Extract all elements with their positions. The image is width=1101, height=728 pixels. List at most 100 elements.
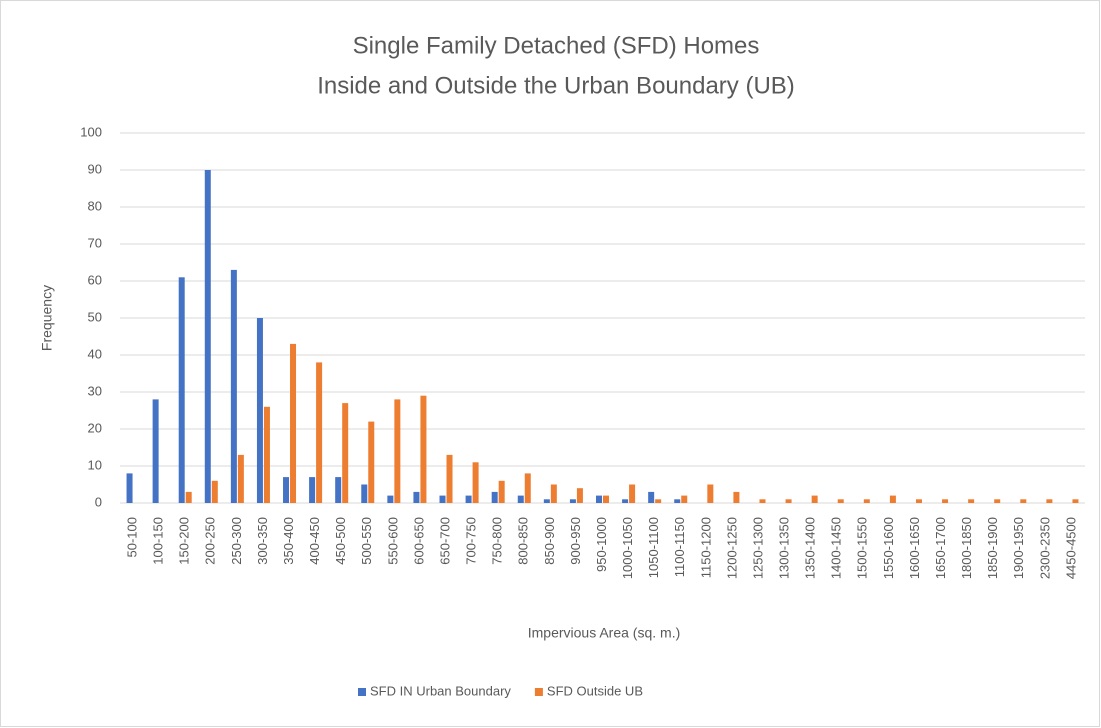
legend-swatch	[358, 688, 366, 696]
bar	[472, 462, 479, 503]
bar	[603, 495, 609, 503]
bar	[152, 399, 159, 503]
x-tick-label: 1200-1250	[724, 517, 739, 579]
bar	[420, 395, 427, 503]
chart-title: Inside and Outside the Urban Boundary (U…	[317, 72, 795, 99]
y-tick-label: 40	[88, 346, 102, 361]
x-axis-title: Impervious Area (sq. m.)	[528, 625, 681, 641]
x-tick-label: 1050-1100	[646, 517, 661, 578]
x-tick-label: 50-100	[124, 517, 139, 557]
bar	[1046, 499, 1053, 503]
x-tick-label: 4450-4500	[1063, 517, 1078, 579]
bar	[342, 403, 349, 503]
x-tick-label: 1250-1300	[750, 517, 765, 579]
bar	[1020, 499, 1027, 503]
x-tick-label: 1650-1700	[933, 517, 948, 579]
bar	[968, 499, 975, 503]
x-tick-label: 550-600	[385, 517, 400, 565]
bar	[230, 269, 237, 503]
x-tick-label: 200-250	[203, 517, 218, 565]
y-tick-label: 60	[88, 272, 102, 287]
bar	[368, 421, 375, 503]
y-tick-label: 50	[88, 309, 102, 324]
bar	[785, 499, 792, 503]
y-tick-label: 10	[88, 457, 102, 472]
x-tick-label: 750-800	[490, 517, 505, 565]
legend-label: SFD Outside UB	[547, 683, 643, 698]
x-tick-label: 650-700	[437, 517, 452, 565]
x-tick-label: 1300-1350	[777, 517, 792, 579]
bar	[733, 491, 740, 503]
bar	[256, 318, 263, 503]
y-tick-label: 70	[88, 235, 102, 250]
bar	[863, 499, 870, 503]
y-axis-title: Frequency	[39, 285, 55, 351]
x-tick-label: 150-200	[177, 517, 192, 565]
bar	[550, 484, 557, 503]
bar	[576, 488, 583, 503]
bar	[915, 499, 922, 503]
y-tick-label: 30	[88, 383, 102, 398]
x-tick-label: 1500-1550	[855, 517, 870, 579]
x-tick-label: 2300-2350	[1037, 517, 1052, 579]
x-tick-label: 400-450	[307, 517, 322, 565]
y-tick-label: 90	[88, 161, 102, 176]
x-tick-label: 250-300	[229, 517, 244, 565]
bar	[648, 491, 655, 503]
x-tick-label: 1900-1950	[1011, 517, 1026, 579]
bar	[1072, 499, 1079, 503]
bar	[596, 495, 602, 503]
y-tick-label: 20	[88, 420, 102, 435]
x-tick-label: 700-750	[464, 517, 479, 565]
bar	[178, 277, 185, 503]
bar	[498, 480, 505, 503]
bar	[126, 473, 133, 503]
bar	[811, 495, 818, 503]
bar	[681, 495, 688, 503]
x-tick-label: 100-150	[151, 517, 166, 565]
x-tick-label: 1150-1200	[698, 517, 713, 578]
bar	[446, 454, 453, 503]
x-tick-label: 800-850	[516, 517, 531, 565]
bar	[655, 499, 662, 503]
x-tick-label: 1000-1050	[620, 517, 635, 579]
bar	[837, 499, 844, 503]
bar	[629, 484, 636, 503]
legend-label: SFD IN Urban Boundary	[370, 683, 511, 698]
chart-title: Single Family Detached (SFD) Homes	[353, 32, 760, 59]
bar	[465, 495, 472, 503]
x-tick-label: 950-1000	[594, 517, 609, 572]
bar	[283, 477, 290, 503]
bar	[309, 477, 316, 503]
x-tick-label: 500-550	[359, 517, 374, 565]
bar	[316, 362, 323, 503]
bar	[543, 499, 550, 503]
x-tick-label: 1100-1150	[672, 517, 687, 577]
x-tick-label: 350-400	[281, 517, 296, 565]
x-tick-label: 1350-1400	[803, 517, 818, 579]
legend-swatch	[534, 688, 543, 696]
x-tick-label: 1850-1900	[985, 517, 1000, 579]
x-tick-label: 300-350	[255, 517, 270, 565]
bar	[517, 495, 524, 503]
bar	[674, 499, 681, 503]
bar	[263, 406, 270, 503]
bar	[387, 495, 394, 503]
bar	[394, 399, 401, 503]
bar	[491, 491, 498, 503]
x-tick-label: 450-500	[333, 517, 348, 565]
bar	[413, 491, 420, 503]
bar	[524, 473, 531, 503]
bar	[361, 484, 368, 503]
x-tick-label: 900-950	[568, 517, 583, 565]
x-tick-label: 850-900	[542, 517, 557, 565]
y-tick-label: 100	[80, 124, 102, 139]
y-tick-label: 0	[95, 494, 102, 509]
bar	[204, 170, 211, 503]
bar	[569, 499, 576, 503]
bar	[211, 480, 218, 503]
bar	[185, 491, 192, 503]
bar	[942, 499, 949, 503]
